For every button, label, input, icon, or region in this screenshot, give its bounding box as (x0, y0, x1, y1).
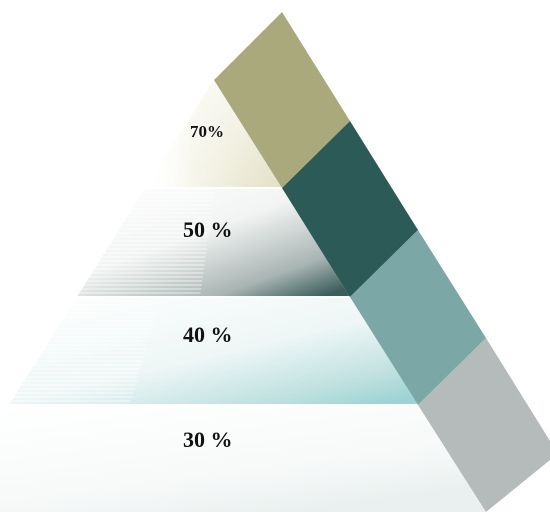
tier-4-label: 30 % (183, 427, 233, 452)
tier-2-side (282, 121, 418, 297)
tier-dividers (9, 187, 418, 406)
tier-3-side (350, 230, 486, 405)
tier-labels: 70% 50 % 40 % 30 % (183, 122, 233, 452)
tier-4-side (418, 338, 550, 512)
tier-3-front-stripes (9, 297, 160, 405)
tier-1-front-fade (145, 80, 282, 188)
tier-1-label: 70% (190, 122, 224, 141)
tier-4-front (0, 405, 486, 512)
tier-2-front-stripes (77, 188, 215, 297)
front-face (0, 80, 486, 512)
tier-3-label: 40 % (183, 322, 233, 347)
tier-2-label: 50 % (183, 217, 233, 242)
tier-1-side (214, 12, 350, 188)
side-face (214, 12, 550, 512)
